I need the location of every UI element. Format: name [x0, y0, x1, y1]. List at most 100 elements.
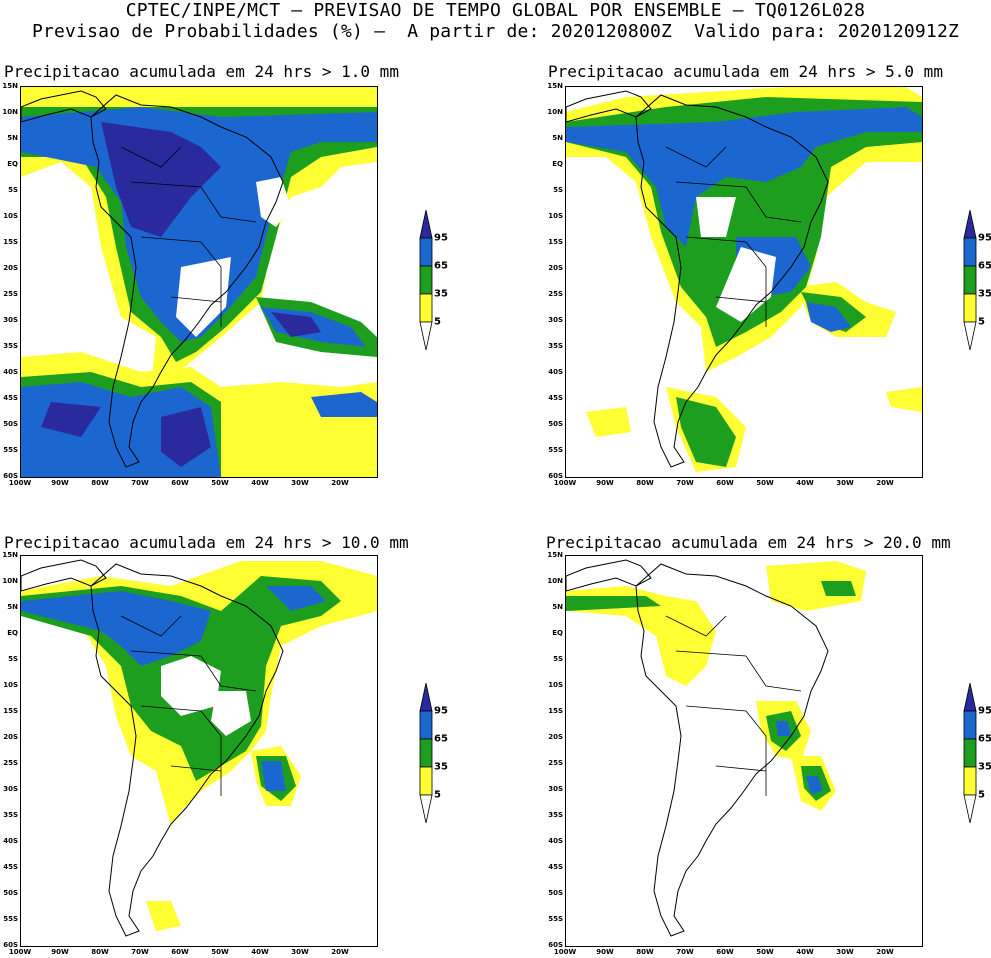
coastline-south-america	[90, 94, 284, 468]
coastline-south-america	[90, 563, 284, 937]
legend-colorbar	[419, 209, 433, 351]
latitude-label: 10S	[3, 212, 18, 220]
latitude-label: 45S	[3, 394, 18, 402]
latitude-label: 40S	[548, 837, 563, 845]
country-border	[170, 296, 222, 303]
legend-level-label: 65	[434, 260, 448, 272]
legend-swatch	[419, 293, 433, 323]
legend-swatch	[963, 682, 977, 712]
map-svg	[21, 559, 377, 937]
latitude-label: 5S	[553, 186, 563, 194]
panel-title-20mm: Precipitacao acumulada em 24 hrs > 20.0 …	[546, 533, 951, 552]
color-legend: 95 65 35 5	[962, 682, 991, 824]
latitude-label: 10S	[548, 681, 563, 689]
probability-field-white	[161, 656, 221, 716]
probability-field-blue	[566, 107, 922, 247]
longitude-label: 20W	[876, 948, 894, 956]
map-panel-1mm	[20, 86, 378, 478]
probability-field-white	[211, 691, 251, 736]
legend-swatch	[419, 321, 433, 351]
legend-swatch	[419, 265, 433, 295]
latitude-label: 15N	[547, 82, 563, 90]
latitude-label: 55S	[548, 915, 563, 923]
latitude-label: 15S	[548, 707, 563, 715]
latitude-label: 10S	[3, 681, 18, 689]
coastline-south-america	[635, 563, 829, 937]
legend-level-label: 65	[978, 733, 991, 745]
probability-field-green	[676, 397, 736, 467]
latitude-label: 25S	[548, 759, 563, 767]
longitude-label: 80W	[91, 479, 109, 487]
latitude-label: 15S	[3, 238, 18, 246]
latitude-label: 60S	[3, 472, 18, 480]
longitude-labels: 100W 90W 80W 70W 60W 50W 40W 30W 20W	[9, 948, 376, 958]
probability-field-yellow	[146, 901, 181, 931]
longitude-label: 100W	[553, 948, 577, 956]
country-border	[130, 650, 257, 692]
probability-field-blue	[21, 591, 211, 666]
country-border	[140, 236, 222, 268]
legend-swatch	[419, 209, 433, 239]
longitude-label: 70W	[676, 948, 694, 956]
legend-level-label: 35	[978, 761, 991, 773]
country-border	[120, 146, 182, 168]
latitude-label: 35S	[548, 811, 563, 819]
legend-level-label: 35	[434, 761, 448, 773]
legend-level-label: 95	[434, 705, 448, 717]
country-border	[170, 765, 222, 772]
legend-swatch	[963, 710, 977, 740]
legend-swatch	[419, 794, 433, 824]
latitude-label: 20S	[548, 264, 563, 272]
legend-colorbar	[963, 209, 977, 351]
latitude-label: 20S	[548, 733, 563, 741]
latitude-labels: 15N 10N 5N EQ 5S 10S 15S 20S 25S 30S 35S 40S 45S 50S 5…	[0, 82, 18, 480]
probability-field-white	[256, 177, 291, 227]
longitude-label: 70W	[131, 479, 149, 487]
longitude-label: 30W	[291, 948, 309, 956]
latitude-label: 55S	[3, 915, 18, 923]
country-border	[120, 615, 182, 637]
coastline-central-america	[566, 90, 652, 123]
legend-level-label: 5	[434, 789, 441, 801]
longitude-label: 60W	[716, 948, 734, 956]
longitude-label: 90W	[51, 479, 69, 487]
latitude-label: EQ	[7, 160, 18, 168]
latitude-label: EQ	[7, 629, 18, 637]
latitude-label: 55S	[548, 446, 563, 454]
latitude-label: 20S	[3, 733, 18, 741]
latitude-label: 35S	[548, 342, 563, 350]
latitude-label: 5S	[8, 655, 18, 663]
latitude-label: 35S	[3, 342, 18, 350]
longitude-label: 60W	[716, 479, 734, 487]
probability-field-yellow	[566, 586, 716, 686]
latitude-label: 35S	[3, 811, 18, 819]
country-border	[685, 236, 767, 268]
longitude-label: 80W	[636, 479, 654, 487]
longitude-label: 100W	[8, 479, 32, 487]
latitude-label: 5S	[553, 655, 563, 663]
legend-level-label: 5	[978, 789, 985, 801]
longitude-label: 90W	[596, 948, 614, 956]
longitude-label: 70W	[676, 479, 694, 487]
probability-field-white	[716, 247, 776, 322]
longitude-label: 30W	[291, 479, 309, 487]
longitude-label: 60W	[171, 948, 189, 956]
probability-field-yellow	[886, 387, 922, 412]
latitude-label: 10N	[547, 577, 563, 585]
longitude-label: 30W	[836, 948, 854, 956]
latitude-label: 15N	[547, 551, 563, 559]
legend-swatch	[419, 237, 433, 267]
probability-field-navy	[161, 407, 211, 467]
latitude-label: 25S	[3, 290, 18, 298]
latitude-label: 30S	[3, 785, 18, 793]
probability-field-navy	[271, 312, 321, 337]
latitude-label: EQ	[552, 160, 563, 168]
longitude-label: 100W	[553, 479, 577, 487]
latitude-label: 45S	[3, 863, 18, 871]
probability-field-blue	[21, 107, 377, 342]
latitude-label: 10N	[2, 108, 18, 116]
color-legend: 95 65 35 5	[418, 682, 448, 824]
latitude-label: 60S	[548, 472, 563, 480]
latitude-label: 45S	[548, 394, 563, 402]
legend-swatch	[419, 710, 433, 740]
